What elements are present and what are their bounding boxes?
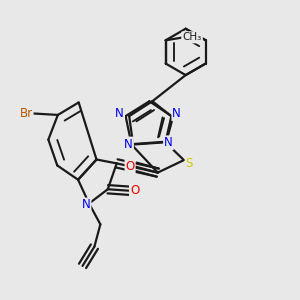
Text: N: N [124, 138, 133, 151]
Text: S: S [185, 157, 193, 169]
Text: N: N [172, 107, 181, 120]
Text: CH₃: CH₃ [183, 32, 202, 42]
Text: CH₃: CH₃ [182, 32, 201, 42]
Text: N: N [82, 199, 91, 212]
Text: N: N [164, 136, 173, 149]
Text: O: O [125, 160, 135, 172]
Text: O: O [130, 184, 139, 196]
Text: Br: Br [20, 107, 33, 120]
Text: N: N [115, 106, 124, 120]
